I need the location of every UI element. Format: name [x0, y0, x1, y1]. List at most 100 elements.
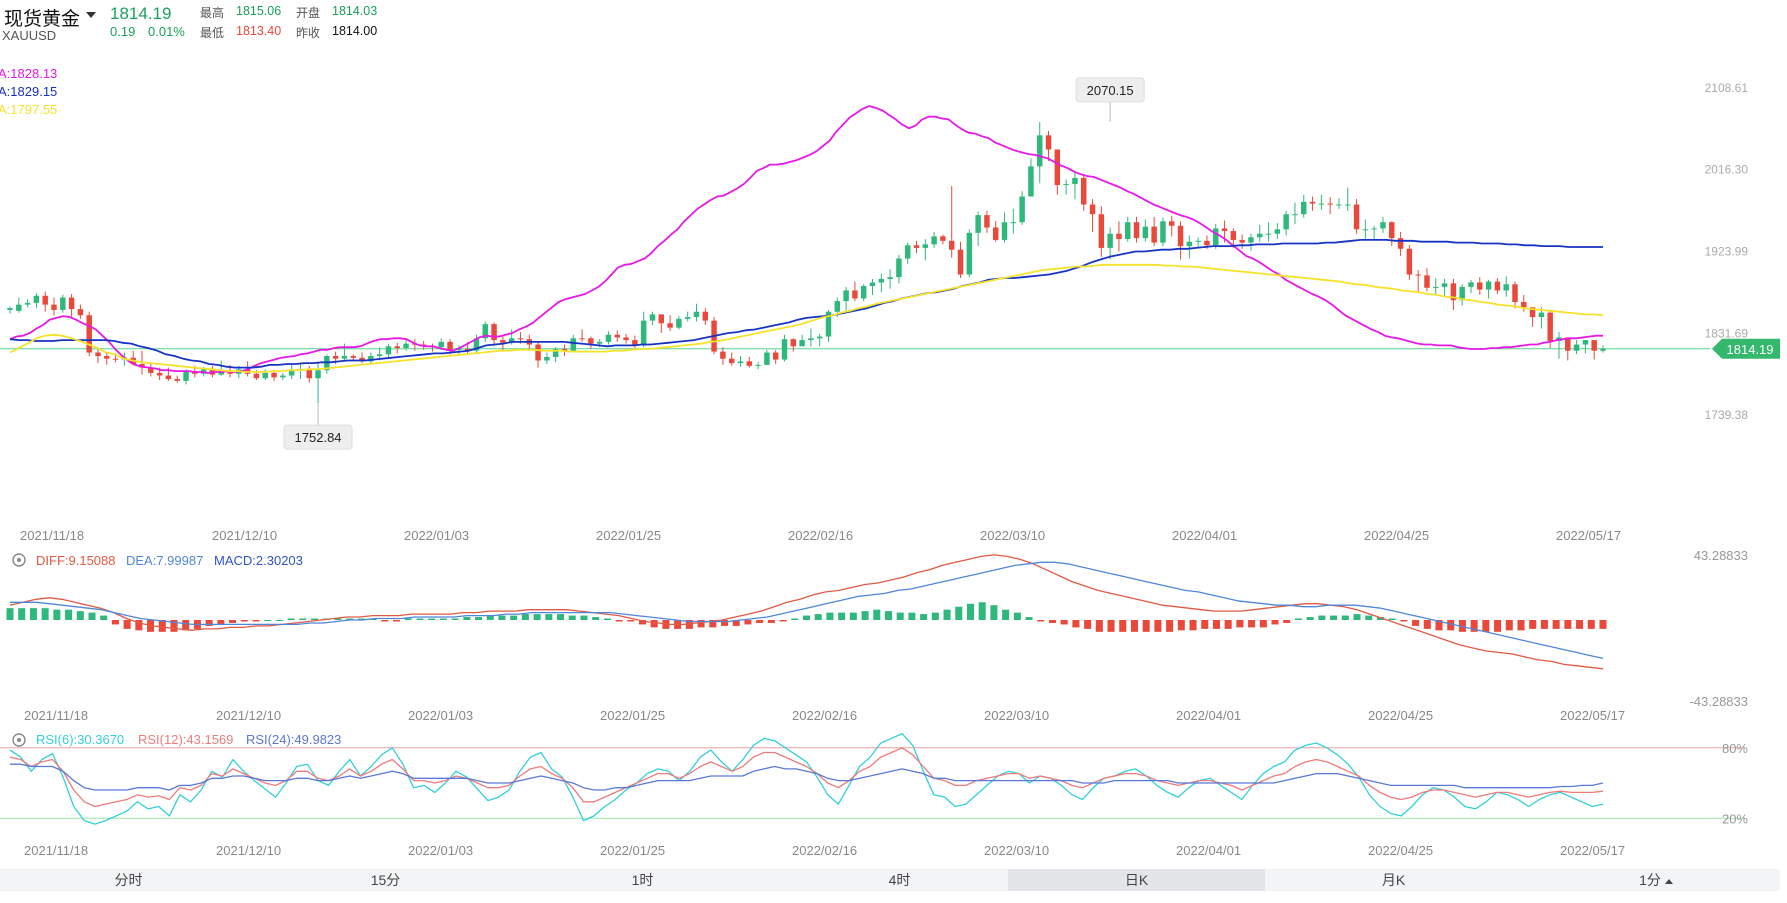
candle[interactable] — [588, 336, 594, 349]
candle-body[interactable] — [676, 318, 682, 328]
candle[interactable] — [544, 352, 550, 365]
candle-body[interactable] — [1503, 284, 1509, 291]
candle-body[interactable] — [878, 278, 885, 283]
candle-body[interactable] — [447, 341, 453, 350]
candle-body[interactable] — [482, 324, 488, 339]
candle-body[interactable] — [456, 348, 462, 350]
candle-body[interactable] — [834, 301, 841, 312]
candle-body[interactable] — [86, 315, 92, 353]
candle[interactable] — [359, 352, 365, 364]
candle[interactable] — [368, 352, 374, 365]
candle[interactable] — [755, 362, 761, 370]
candle-body[interactable] — [42, 295, 48, 305]
candle[interactable] — [1336, 198, 1342, 209]
candle-body[interactable] — [341, 356, 348, 359]
candle[interactable] — [104, 352, 110, 365]
candle-body[interactable] — [1230, 231, 1237, 240]
candle[interactable] — [764, 349, 770, 365]
candle-body[interactable] — [517, 338, 524, 340]
candle[interactable] — [1424, 268, 1430, 292]
candle-body[interactable] — [1485, 281, 1492, 290]
candle[interactable] — [940, 234, 946, 245]
candle[interactable] — [33, 293, 40, 309]
candle[interactable] — [887, 269, 893, 289]
candle[interactable] — [1283, 210, 1289, 236]
candle-body[interactable] — [1213, 228, 1219, 246]
instrument-name[interactable]: 现货黄金 — [4, 9, 81, 30]
candle-body[interactable] — [1547, 312, 1553, 341]
candle-body[interactable] — [403, 343, 409, 349]
candle[interactable] — [579, 329, 585, 342]
candle-body[interactable] — [1257, 233, 1263, 238]
candle[interactable] — [7, 306, 13, 314]
candle[interactable] — [24, 299, 31, 308]
candle-body[interactable] — [984, 215, 990, 228]
candle-body[interactable] — [394, 346, 400, 349]
candle-body[interactable] — [350, 356, 356, 358]
candle-body[interactable] — [931, 236, 937, 245]
candle-body[interactable] — [60, 297, 66, 310]
candle[interactable] — [1063, 179, 1069, 195]
candle-body[interactable] — [728, 358, 735, 364]
candle[interactable] — [904, 242, 911, 264]
candle-body[interactable] — [896, 258, 902, 278]
candle[interactable] — [737, 356, 744, 367]
candle[interactable] — [1142, 219, 1149, 242]
candle[interactable] — [869, 278, 876, 295]
candle[interactable] — [1477, 277, 1483, 295]
candle[interactable] — [1195, 237, 1201, 248]
candle[interactable] — [746, 356, 753, 368]
candle[interactable] — [1054, 149, 1061, 195]
candle-body[interactable] — [1362, 229, 1369, 231]
candle-body[interactable] — [148, 367, 154, 373]
candle-body[interactable] — [315, 370, 321, 379]
candle[interactable] — [1494, 278, 1501, 294]
candle-body[interactable] — [1221, 228, 1228, 232]
candle[interactable] — [1565, 337, 1571, 361]
candle-body[interactable] — [1353, 204, 1360, 230]
candle-body[interactable] — [948, 240, 955, 250]
candle-body[interactable] — [491, 324, 497, 341]
candle-body[interactable] — [913, 245, 920, 248]
candle-body[interactable] — [799, 340, 805, 347]
candle-body[interactable] — [165, 375, 172, 380]
candle[interactable] — [456, 345, 462, 355]
candle-body[interactable] — [975, 215, 981, 233]
candle-body[interactable] — [561, 348, 568, 351]
candle-body[interactable] — [473, 338, 480, 351]
candle[interactable] — [1107, 227, 1113, 260]
candle[interactable] — [1485, 279, 1492, 299]
candle-body[interactable] — [1283, 214, 1289, 230]
candle[interactable] — [306, 365, 312, 383]
candle[interactable] — [1257, 224, 1263, 242]
candle[interactable] — [473, 334, 480, 353]
tab-15min[interactable]: 15分 — [370, 872, 401, 888]
candle-body[interactable] — [693, 311, 700, 318]
candle-body[interactable] — [1054, 149, 1061, 185]
candle[interactable] — [649, 311, 656, 326]
candle-body[interactable] — [658, 314, 665, 324]
candle-body[interactable] — [95, 352, 101, 357]
candle-body[interactable] — [1529, 307, 1536, 318]
candle[interactable] — [1037, 122, 1043, 184]
candle-body[interactable] — [500, 340, 506, 343]
candle-body[interactable] — [1477, 282, 1483, 290]
candle[interactable] — [148, 362, 154, 377]
candle-body[interactable] — [7, 308, 13, 310]
candle[interactable] — [684, 311, 691, 322]
candle-body[interactable] — [940, 236, 946, 241]
candle[interactable] — [1098, 206, 1105, 257]
candle[interactable] — [1169, 216, 1175, 237]
candle-body[interactable] — [1380, 222, 1386, 229]
candle[interactable] — [1397, 231, 1404, 256]
candle[interactable] — [676, 316, 682, 330]
candle[interactable] — [1441, 278, 1448, 297]
candle[interactable] — [640, 311, 647, 348]
candle[interactable] — [852, 281, 858, 302]
candle[interactable] — [16, 297, 22, 313]
candle-body[interactable] — [632, 340, 638, 346]
candle-body[interactable] — [271, 372, 277, 378]
candle[interactable] — [1406, 245, 1413, 280]
candle-body[interactable] — [596, 341, 603, 344]
candle-body[interactable] — [1177, 225, 1184, 247]
